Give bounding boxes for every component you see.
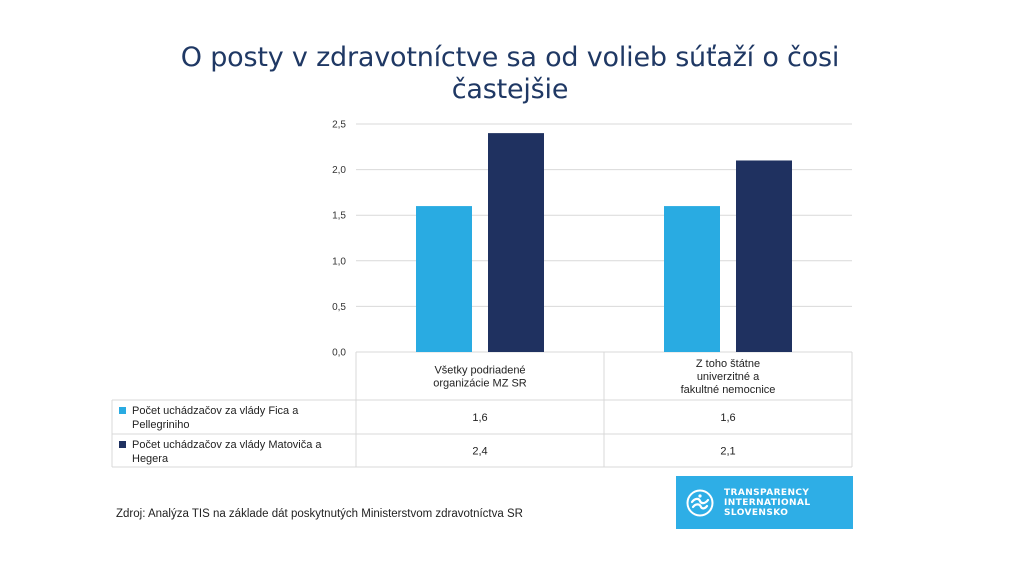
title-line-2: častejšie xyxy=(451,74,569,105)
source-note: Zdroj: Analýza TIS na základe dát poskyt… xyxy=(116,508,523,520)
chart-title: O posty v zdravotníctve sa od volieb súť… xyxy=(150,42,870,106)
bar-s1-c0 xyxy=(488,133,544,352)
legend-label-1-line-1: Hegera xyxy=(132,453,169,465)
logo-line-1: TRANSPARENCY xyxy=(724,487,810,498)
legend-label-0-line-1: Pellegriniho xyxy=(132,419,189,431)
logo-line-3: SLOVENSKO xyxy=(724,507,789,518)
y-tick-label-0: 0,0 xyxy=(332,348,346,359)
legend-label-1-line-0: Počet uchádzačov za vlády Matoviča a xyxy=(132,439,322,451)
logo-line-2: INTERNATIONAL xyxy=(724,497,811,508)
logo-text: TRANSPARENCY INTERNATIONAL SLOVENSKO xyxy=(724,488,810,518)
y-tick-label-2: 1,0 xyxy=(332,256,346,267)
legend-key-0 xyxy=(119,407,126,414)
bar-s1-c1 xyxy=(736,160,792,352)
category-label-1-line-1: univerzitné a xyxy=(697,371,760,383)
legend-key-1 xyxy=(119,441,126,448)
y-tick-label-1: 0,5 xyxy=(332,302,346,313)
y-tick-label-5: 2,5 xyxy=(332,120,346,131)
ti-logo-icon xyxy=(686,489,714,516)
data-label-s0-c0: 1,6 xyxy=(472,412,487,424)
title-line-1: O posty v zdravotníctve sa od volieb súť… xyxy=(180,42,840,73)
legend-label-0-line-0: Počet uchádzačov za vlády Fica a xyxy=(132,405,299,417)
data-label-s1-c0: 2,4 xyxy=(472,446,487,458)
category-label-0-line-0: Všetky podriadené xyxy=(434,365,525,377)
bar-s0-c0 xyxy=(416,206,472,352)
data-label-s0-c1: 1,6 xyxy=(720,412,735,424)
bar-s0-c1 xyxy=(664,206,720,352)
ti-logo: TRANSPARENCY INTERNATIONAL SLOVENSKO xyxy=(676,476,853,529)
category-label-0-line-1: organizácie MZ SR xyxy=(433,378,527,390)
y-tick-label-3: 1,5 xyxy=(332,211,346,222)
category-label-1-line-0: Z toho štátne xyxy=(696,358,760,370)
category-label-1-line-2: fakultné nemocnice xyxy=(681,384,776,396)
y-tick-label-4: 2,0 xyxy=(332,165,346,176)
data-label-s1-c1: 2,1 xyxy=(720,446,735,458)
